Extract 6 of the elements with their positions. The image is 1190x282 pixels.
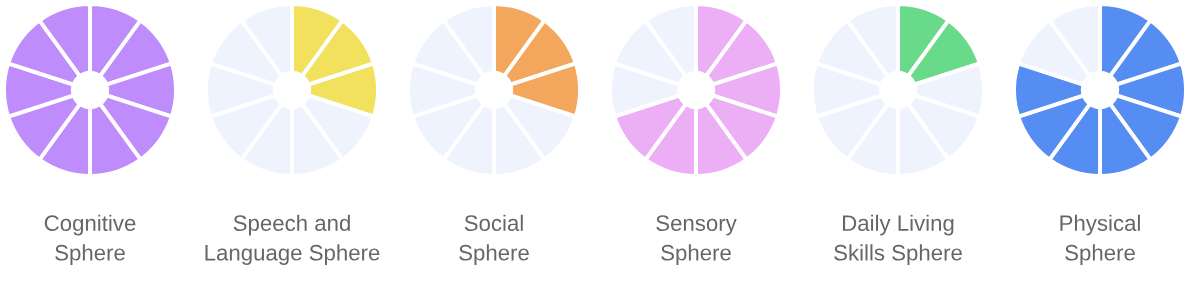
text: Cognitive Sphere (44, 214, 136, 265)
text: Social Sphere (459, 214, 529, 265)
text: Speech and Language Sphere (205, 214, 380, 265)
text: Daily Living Skills Sphere (834, 214, 962, 265)
text: Sensory Sphere (656, 215, 737, 265)
text: Physical Sphere (1060, 214, 1140, 265)
